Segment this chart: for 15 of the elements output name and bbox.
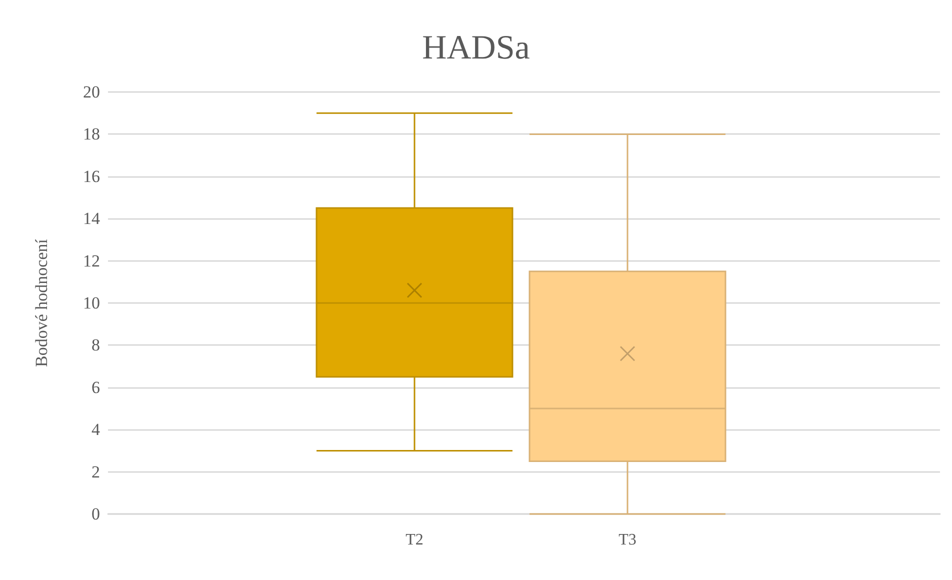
chart-title: HADSa [422,30,530,66]
y-tick-label: 20 [83,82,100,102]
y-tick-label: 10 [83,294,100,312]
y-axis-title: Bodové hodnocení [32,238,51,367]
y-tick-label: 8 [92,336,100,355]
y-tick-label: 2 [92,462,100,482]
x-tick-label: T2 [406,532,424,548]
x-tick-label: T3 [618,532,636,548]
y-tick-label: 4 [92,420,100,440]
y-tick-label: 12 [83,251,100,270]
y-tick-label: 14 [83,209,100,228]
y-tick-label: 18 [83,124,100,144]
y-tick-label: 16 [83,166,100,186]
y-tick-label: 6 [92,378,100,397]
y-tick-label: 0 [92,504,100,524]
